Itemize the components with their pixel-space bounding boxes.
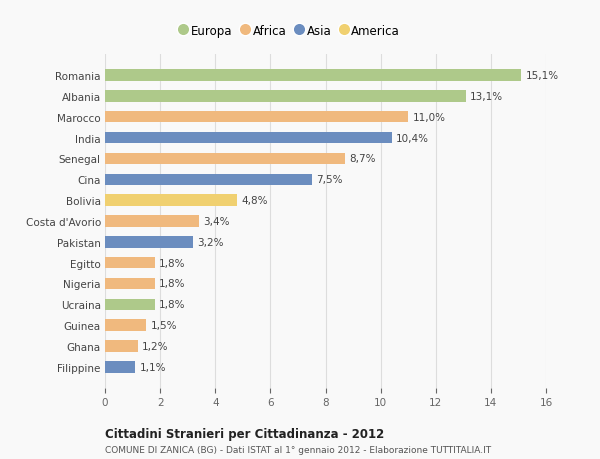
Text: COMUNE DI ZANICA (BG) - Dati ISTAT al 1° gennaio 2012 - Elaborazione TUTTITALIA.: COMUNE DI ZANICA (BG) - Dati ISTAT al 1°… <box>105 445 491 454</box>
Text: 8,7%: 8,7% <box>349 154 376 164</box>
Text: Cittadini Stranieri per Cittadinanza - 2012: Cittadini Stranieri per Cittadinanza - 2… <box>105 427 384 440</box>
Text: 3,2%: 3,2% <box>197 237 224 247</box>
Text: 3,4%: 3,4% <box>203 217 229 226</box>
Bar <box>105 195 238 207</box>
Text: 11,0%: 11,0% <box>412 112 445 123</box>
Text: 1,1%: 1,1% <box>139 362 166 372</box>
Bar <box>105 174 312 185</box>
Bar <box>105 278 155 290</box>
Text: 4,8%: 4,8% <box>241 196 268 206</box>
Bar <box>105 91 466 102</box>
Text: 13,1%: 13,1% <box>470 92 503 102</box>
Bar <box>105 320 146 331</box>
Bar <box>105 216 199 227</box>
Text: 10,4%: 10,4% <box>396 133 429 143</box>
Legend: Europa, Africa, Asia, America: Europa, Africa, Asia, America <box>177 21 404 41</box>
Text: 1,8%: 1,8% <box>159 300 185 310</box>
Bar <box>105 341 138 352</box>
Text: 1,8%: 1,8% <box>159 258 185 268</box>
Bar <box>105 236 193 248</box>
Text: 1,5%: 1,5% <box>151 320 177 330</box>
Bar <box>105 361 136 373</box>
Text: 7,5%: 7,5% <box>316 175 343 185</box>
Text: 1,8%: 1,8% <box>159 279 185 289</box>
Bar <box>105 70 521 82</box>
Text: 15,1%: 15,1% <box>526 71 559 81</box>
Bar <box>105 133 392 144</box>
Bar <box>105 257 155 269</box>
Bar <box>105 112 408 123</box>
Bar <box>105 299 155 310</box>
Bar <box>105 153 345 165</box>
Text: 1,2%: 1,2% <box>142 341 169 351</box>
